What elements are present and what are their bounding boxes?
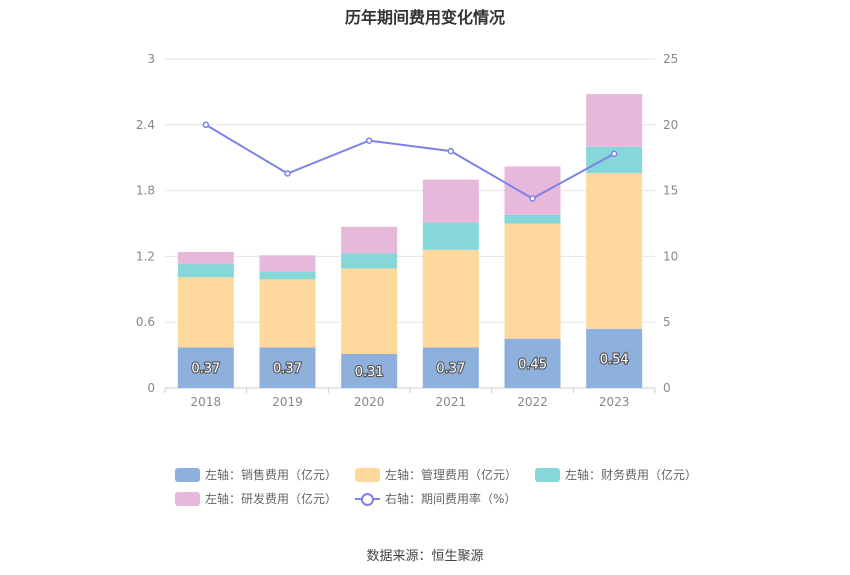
y-left-tick-label: 2.4: [136, 118, 155, 132]
legend-swatch: [355, 467, 381, 482]
y-right-tick-label: 15: [663, 184, 678, 198]
legend-item-sales[interactable]: 左轴：销售费用（亿元）: [175, 466, 337, 483]
y-left-tick-label: 1.8: [136, 184, 155, 198]
legend-row-2: 左轴：研发费用（亿元） 右轴：期间费用率（%）: [175, 490, 534, 507]
bar-mgmt: [259, 279, 316, 348]
y-right-tick-label: 25: [663, 52, 678, 66]
x-tick-label: 2020: [354, 395, 385, 409]
x-tick-label: 2019: [272, 395, 303, 409]
bar-sales: [341, 354, 398, 388]
bar-finance: [422, 222, 479, 250]
bar-rnd: [586, 94, 643, 147]
legend-item-finance[interactable]: 左轴：财务费用（亿元）: [535, 466, 697, 483]
bar-sales: [586, 328, 643, 388]
legend-row-1: 左轴：销售费用（亿元） 左轴：管理费用（亿元） 左轴：财务费用（亿元）: [175, 466, 715, 483]
chart-plot: 0 0.6 1.2 1.8 2.4 3 0 5 10 15 20 25 2018 0.37 2019 0.37…: [136, 52, 678, 409]
line-point-rate: [529, 195, 536, 202]
bar-data-label: 0.45: [518, 357, 547, 372]
y-left-tick-label: 0: [147, 381, 155, 395]
bar-mgmt: [341, 268, 398, 355]
legend-label: 右轴：期间费用率（%）: [385, 492, 517, 506]
bar-finance: [504, 214, 561, 224]
bar-rnd: [341, 226, 398, 254]
legend-swatch: [175, 467, 200, 482]
bar-mgmt: [177, 277, 234, 348]
x-tick-label: 2022: [517, 395, 548, 409]
bar-finance: [341, 253, 398, 269]
bar-mgmt: [586, 173, 643, 329]
bar-rnd: [422, 179, 479, 223]
legend-item-rnd[interactable]: 左轴：研发费用（亿元）: [175, 490, 337, 507]
y-left-tick-label: 0.6: [136, 315, 155, 329]
bar-data-label: 0.37: [191, 362, 220, 377]
data-source: 数据来源：恒生聚源: [366, 549, 484, 564]
bar-sales: [422, 347, 479, 388]
legend-label: 左轴：管理费用（亿元）: [385, 468, 518, 482]
y-right-tick-label: 20: [663, 118, 678, 132]
line-point-rate: [610, 150, 618, 158]
bar-sales: [504, 338, 561, 388]
legend-swatch: [355, 492, 381, 506]
bar-data-label: 0.37: [436, 362, 465, 377]
y-right-tick-label: 5: [663, 315, 671, 329]
line-point-rate: [365, 137, 373, 144]
bar-data-label: 0.31: [355, 365, 384, 380]
legend-swatch: [535, 467, 561, 482]
bar-sales: [259, 347, 316, 388]
line-point-rate: [202, 121, 210, 129]
legend-item-rate[interactable]: 右轴：期间费用率（%）: [355, 490, 516, 507]
line-point-rate: [284, 170, 291, 177]
bar-sales: [177, 347, 234, 388]
bar-finance: [177, 264, 234, 278]
bar-data-label: 0.37: [273, 362, 302, 377]
legend-item-mgmt[interactable]: 左轴：管理费用（亿元）: [355, 466, 517, 483]
bar-rnd: [504, 166, 561, 215]
bar-finance: [259, 271, 316, 280]
bar-rnd: [259, 255, 316, 272]
bar-rnd: [177, 252, 234, 265]
line-point-rate: [447, 147, 455, 155]
bar-mgmt: [422, 249, 479, 348]
chart-title: 历年期间费用变化情况: [344, 8, 505, 27]
legend-label: 左轴：研发费用（亿元）: [205, 492, 338, 506]
legend-swatch: [175, 491, 200, 506]
y-right-tick-label: 0: [663, 381, 671, 395]
y-left-tick-label: 1.2: [136, 249, 155, 263]
y-right-tick-label: 10: [663, 249, 678, 263]
x-tick-label: 2021: [436, 395, 467, 409]
legend-label: 左轴：财务费用（亿元）: [565, 468, 698, 482]
x-tick-label: 2023: [599, 395, 630, 409]
bar-mgmt: [504, 223, 561, 339]
line-rate: [205, 123, 615, 200]
bar-data-label: 0.54: [600, 352, 629, 367]
legend-label: 左轴：销售费用（亿元）: [205, 468, 338, 482]
x-tick-label: 2018: [191, 395, 222, 409]
y-left-tick-label: 3: [147, 52, 155, 66]
